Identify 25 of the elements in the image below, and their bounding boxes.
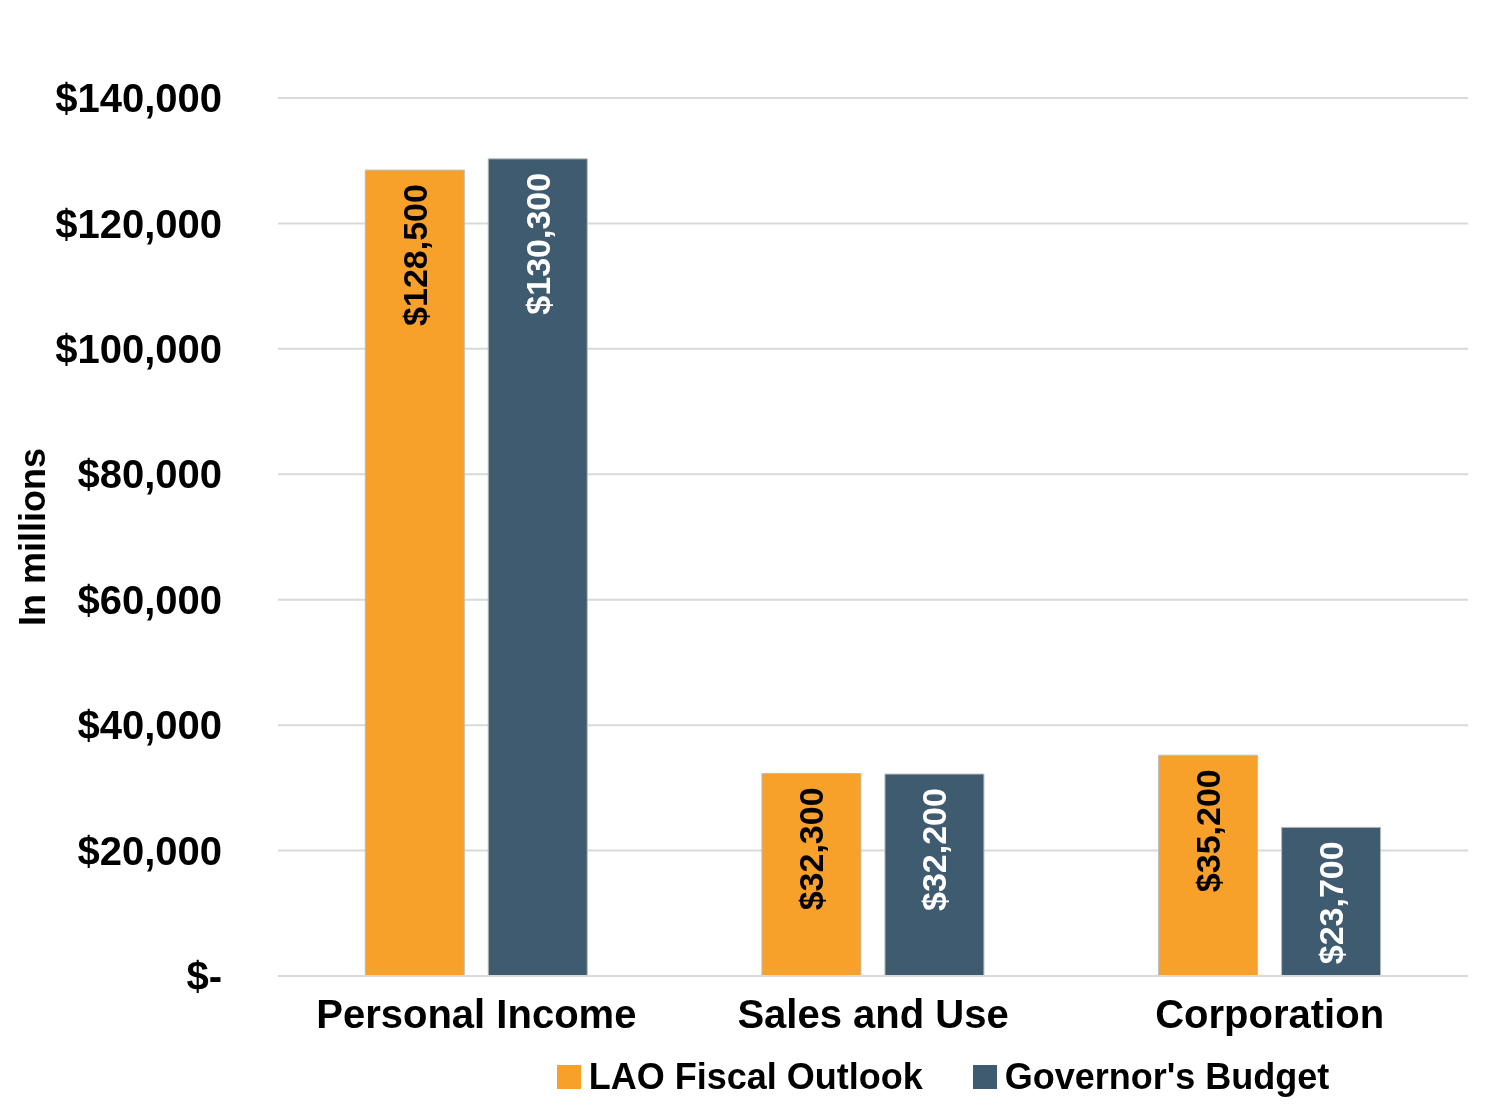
y-tick-label: $100,000 xyxy=(55,327,222,372)
data-label: $130,300 xyxy=(518,172,557,315)
bar xyxy=(364,169,465,976)
y-tick-label: $120,000 xyxy=(55,201,222,246)
y-tick-label: $20,000 xyxy=(77,828,222,873)
data-label: $35,200 xyxy=(1189,769,1228,893)
y-tick-label: $80,000 xyxy=(77,452,222,497)
data-label: $32,200 xyxy=(915,788,954,911)
y-axis-title: In millions xyxy=(11,447,53,627)
bar xyxy=(487,158,588,976)
y-tick-label: $40,000 xyxy=(77,703,222,748)
y-tick-label: $60,000 xyxy=(77,577,222,622)
bar xyxy=(761,772,862,976)
y-tick-label: $- xyxy=(186,954,222,999)
y-tick-label: $140,000 xyxy=(55,76,222,121)
legend-label: Governor's Budget xyxy=(1003,1056,1330,1098)
x-tick-label: Personal Income xyxy=(316,992,637,1037)
data-label: $23,700 xyxy=(1312,841,1351,965)
x-tick-label: Sales and Use xyxy=(737,992,1009,1037)
legend-label: LAO Fiscal Outlook xyxy=(587,1056,923,1098)
bar xyxy=(1158,754,1259,976)
data-label: $128,500 xyxy=(395,184,434,326)
bar xyxy=(884,773,985,976)
data-label: $32,300 xyxy=(792,787,831,911)
x-tick-label: Corporation xyxy=(1155,992,1385,1037)
